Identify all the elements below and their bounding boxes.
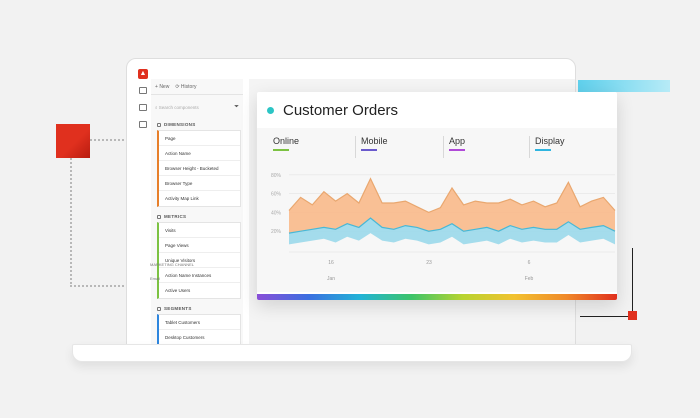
metrics-list: Visits Page Views Unique Visitors Action… xyxy=(157,222,241,299)
search-input[interactable]: ⌕ Search components ⏷ xyxy=(151,99,243,115)
calendar-icon[interactable] xyxy=(139,121,147,128)
series-line-display xyxy=(288,217,616,234)
metric-item[interactable]: Visits xyxy=(159,223,240,238)
legend-item-display[interactable]: Display xyxy=(535,136,565,151)
decorative-red-dot xyxy=(628,311,637,320)
x-tick-label: 16 xyxy=(328,260,334,266)
segments-list: Tablet Customers Desktop Customers xyxy=(157,314,241,345)
x-tick-label: 6 xyxy=(528,260,531,266)
x-month-label: Feb xyxy=(525,276,534,282)
area-series-online[interactable] xyxy=(289,178,615,234)
decorative-red-square xyxy=(56,124,90,158)
history-label: History xyxy=(180,83,197,90)
history-button[interactable]: ⟳ History xyxy=(175,83,197,90)
decorative-line xyxy=(580,316,632,317)
series-line-online xyxy=(288,177,616,214)
decorative-dotted-connector xyxy=(70,139,132,287)
legend-label: App xyxy=(449,136,466,146)
dimensions-icon xyxy=(157,122,161,127)
dimension-item[interactable]: Action Name xyxy=(159,146,240,161)
y-tick-label: 40% xyxy=(271,210,282,216)
card-title: Customer Orders xyxy=(283,102,399,119)
segments-icon xyxy=(157,306,161,311)
new-label: New xyxy=(159,83,170,90)
chart-icon[interactable] xyxy=(139,104,147,111)
decorative-line xyxy=(632,248,633,312)
search-icon: ⌕ xyxy=(155,104,159,110)
legend-label: Display xyxy=(535,136,565,146)
legend-divider xyxy=(355,136,356,158)
table-cell: Email xyxy=(150,276,161,281)
area-series-display[interactable] xyxy=(289,218,615,245)
area-chart: 80% 60% 40% 20% 16 23 6 Jan Feb xyxy=(271,173,616,282)
legend-divider xyxy=(529,136,530,158)
legend-item-online[interactable]: Online xyxy=(273,136,299,151)
search-placeholder: Search components xyxy=(158,104,199,110)
laptop-base xyxy=(72,344,632,362)
rainbow-accent-bar xyxy=(257,294,617,300)
metric-item[interactable]: Action Name Instances xyxy=(159,268,240,283)
filter-icon[interactable]: ⏷ xyxy=(234,103,239,110)
legend-label: Mobile xyxy=(361,136,388,146)
metrics-header[interactable]: METRICS xyxy=(151,211,243,222)
table-column-header[interactable]: MARKETING CHANNEL xyxy=(150,262,195,267)
dimension-item[interactable]: Page xyxy=(159,131,240,146)
segments-label: SEGMENTS xyxy=(164,306,192,311)
adobe-logo-icon: ▲ xyxy=(138,69,148,79)
metric-item[interactable]: Page Views xyxy=(159,238,240,253)
dimensions-list: Page Action Name Browser Height - Bucket… xyxy=(157,130,241,207)
legend-divider xyxy=(443,136,444,158)
y-tick-label: 60% xyxy=(271,192,282,198)
legend-item-app[interactable]: App xyxy=(449,136,465,151)
card-header: Customer Orders xyxy=(267,102,398,119)
customer-orders-card[interactable]: Customer Orders Online Mobile App Displa… xyxy=(257,92,617,300)
panel-icon[interactable] xyxy=(139,87,147,94)
components-panel: + New ⟳ History ⌕ Search components ⏷ DI… xyxy=(151,79,243,345)
dimension-item[interactable]: Browser Type xyxy=(159,176,240,191)
y-tick-label: 20% xyxy=(271,229,282,235)
metrics-label: METRICS xyxy=(164,214,187,219)
legend-swatch xyxy=(535,149,551,151)
metric-item[interactable]: Unique Visitors xyxy=(159,253,240,268)
segment-item[interactable]: Tablet Customers xyxy=(159,315,240,330)
new-button[interactable]: + New xyxy=(155,83,170,90)
metric-item[interactable]: Active Users xyxy=(165,288,191,293)
segment-item[interactable]: Desktop Customers xyxy=(165,335,205,340)
segments-header[interactable]: SEGMENTS xyxy=(151,303,243,314)
metrics-icon xyxy=(157,214,161,219)
legend-swatch xyxy=(449,149,465,151)
dimensions-label: DIMENSIONS xyxy=(164,122,196,127)
left-rail: ▲ xyxy=(135,69,151,345)
status-dot-icon xyxy=(267,107,274,114)
legend-label: Online xyxy=(273,136,300,146)
decorative-cyan-bar xyxy=(578,80,670,92)
x-month-label: Jan xyxy=(327,276,335,282)
panel-toolbar: + New ⟳ History xyxy=(151,79,243,95)
dimensions-header[interactable]: DIMENSIONS xyxy=(151,119,243,130)
dimension-item[interactable]: Activity Map Link xyxy=(165,196,199,201)
y-tick-label: 80% xyxy=(271,173,282,179)
dimension-item[interactable]: Browser Height - Bucketed xyxy=(159,161,240,176)
x-tick-label: 23 xyxy=(426,260,432,266)
legend-swatch xyxy=(361,149,377,151)
legend-swatch xyxy=(273,149,289,151)
legend-item-mobile[interactable]: Mobile xyxy=(361,136,388,151)
